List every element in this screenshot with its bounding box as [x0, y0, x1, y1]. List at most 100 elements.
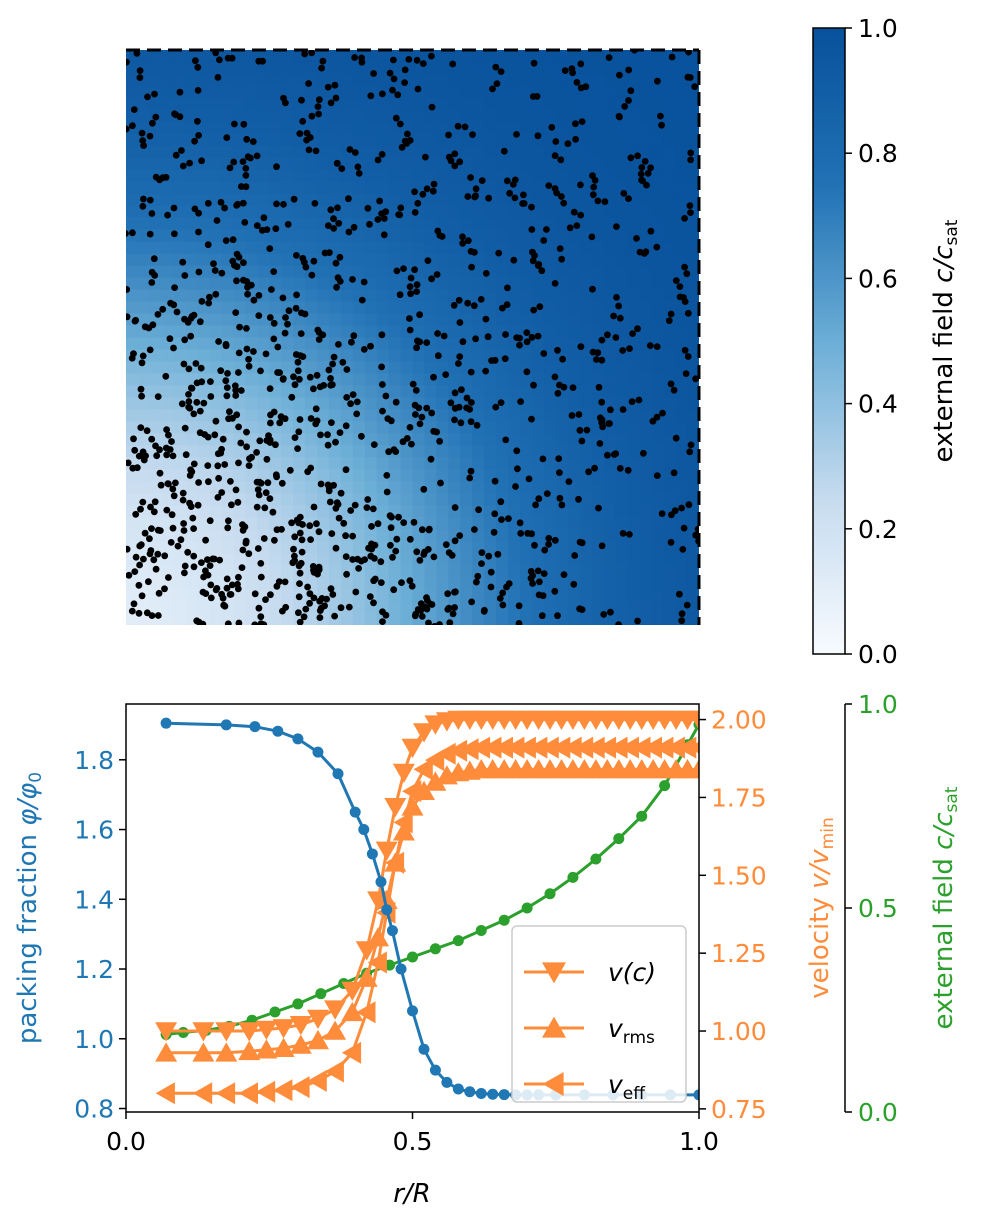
particle [417, 600, 425, 607]
particle [159, 305, 167, 313]
particle [253, 449, 260, 456]
heatmap-cell [364, 613, 378, 625]
particle [172, 111, 180, 119]
particle [353, 410, 361, 418]
heatmap-cell [603, 409, 617, 422]
heatmap-cell [317, 277, 330, 291]
particle [554, 612, 561, 620]
particle [180, 520, 188, 527]
field-heatmap [126, 50, 699, 625]
particle [185, 391, 192, 398]
heatmap-cell [209, 601, 223, 614]
heatmap-cell [376, 421, 390, 434]
heatmap-cell [340, 541, 354, 554]
particle [440, 332, 448, 340]
particle [349, 532, 356, 540]
heatmap-cell [615, 409, 628, 422]
heatmap-cell [615, 50, 628, 63]
particle [235, 423, 243, 431]
particle [293, 252, 300, 259]
heatmap-cell [472, 85, 485, 99]
heatmap-cell [126, 373, 139, 387]
heatmap-cell [448, 169, 461, 183]
heatmap-cell [603, 289, 617, 303]
heatmap-cell [245, 397, 258, 410]
heatmap-cell [663, 121, 676, 135]
particle [627, 154, 635, 162]
heatmap-cell [281, 457, 294, 470]
heatmap-cell [567, 361, 581, 375]
heatmap-cell [579, 50, 593, 63]
heatmap-cell [388, 241, 402, 255]
particle [190, 525, 198, 532]
particle [187, 332, 195, 340]
heatmap-cell [149, 577, 163, 590]
particle [350, 223, 358, 231]
particle [377, 579, 385, 586]
heatmap-cell [639, 349, 652, 363]
particle [510, 256, 518, 264]
heatmap-cell [352, 133, 366, 147]
particle [204, 556, 211, 563]
heatmap-cell [615, 541, 628, 554]
heatmap-cell [352, 457, 366, 470]
heatmap-cell [448, 445, 461, 458]
heatmap-cell [627, 505, 640, 518]
heatmap-cell [591, 589, 605, 602]
particle [467, 174, 474, 181]
heatmap-cell [233, 61, 246, 75]
particle [239, 521, 246, 528]
heatmap-cell [579, 481, 593, 494]
heatmap-cell [149, 337, 163, 351]
heatmap-cell [436, 145, 449, 159]
particle [325, 487, 333, 495]
heatmap-cell [257, 337, 270, 351]
particle [392, 448, 400, 455]
particle [185, 365, 193, 373]
particle [143, 427, 151, 435]
heatmap-cell [519, 277, 533, 291]
heatmap-cell [555, 409, 569, 422]
particle [612, 334, 620, 341]
particle [295, 519, 302, 527]
particle [253, 222, 261, 230]
heatmap-cell [615, 469, 628, 482]
heatmap-cell [269, 613, 282, 625]
heatmap-cell [209, 241, 223, 255]
particle [152, 565, 160, 573]
heatmap-cell [305, 553, 318, 566]
particle [233, 277, 240, 285]
heatmap-cell [340, 313, 354, 327]
particle [145, 578, 152, 586]
series-point [307, 1009, 329, 1029]
heatmap-cell [364, 481, 378, 494]
heatmap-cell [496, 445, 509, 458]
heatmap-cell [305, 61, 318, 75]
heatmap-cell [555, 397, 569, 410]
heatmap-cell [305, 97, 318, 111]
heatmap-cell [400, 445, 414, 458]
heatmap-cell [472, 313, 485, 327]
heatmap-cell [328, 169, 342, 183]
heatmap-cell [687, 349, 699, 363]
particle [260, 214, 268, 222]
heatmap-cell [472, 325, 485, 339]
particle [365, 544, 372, 552]
particle [573, 79, 581, 86]
particle [464, 237, 472, 245]
particle [451, 588, 458, 596]
particle [482, 315, 490, 323]
velocity-axis-ticks: 0.751.001.251.501.752.00 [699, 706, 767, 1124]
series-point [407, 951, 418, 963]
heatmap-cell [687, 565, 699, 578]
heatmap-cell [293, 337, 306, 351]
particle [196, 318, 204, 326]
particle [478, 560, 485, 567]
particle [314, 103, 322, 110]
particle [243, 135, 251, 143]
particle [194, 501, 202, 509]
series-point [659, 780, 671, 792]
particle [308, 50, 316, 57]
heatmap-cell [412, 349, 426, 363]
particle [466, 474, 474, 482]
